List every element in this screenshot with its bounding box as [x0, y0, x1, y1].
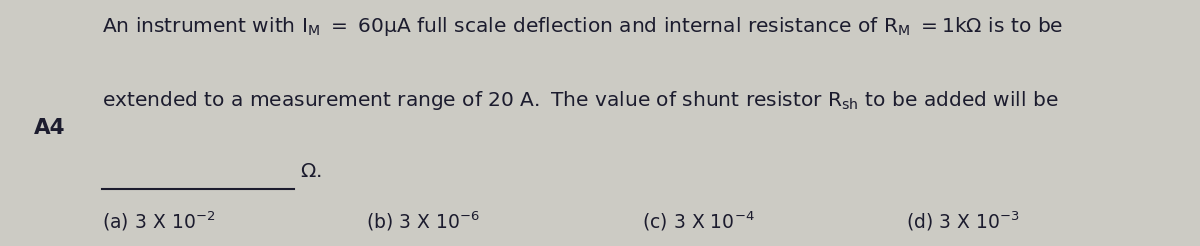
Text: $\mathrm{(b)\ 3\ X\ 10^{-6}}$: $\mathrm{(b)\ 3\ X\ 10^{-6}}$ — [366, 210, 480, 233]
Text: $\mathrm{An\ instrument\ with\ I_{M}}$ $\mathrm{=\ 60\mu A\ full\ scale\ deflect: $\mathrm{An\ instrument\ with\ I_{M}}$ $… — [102, 15, 1063, 38]
Text: $\mathrm{\Omega.}$: $\mathrm{\Omega.}$ — [300, 162, 322, 181]
Text: $\mathrm{(c)\ 3\ X\ 10^{-4}}$: $\mathrm{(c)\ 3\ X\ 10^{-4}}$ — [642, 210, 755, 233]
Text: A4: A4 — [34, 118, 65, 138]
Text: $\mathrm{(d)\ 3\ X\ 10^{-3}}$: $\mathrm{(d)\ 3\ X\ 10^{-3}}$ — [906, 210, 1020, 233]
Text: $\mathrm{extended\ to\ a\ measurement\ range\ of\ 20\ A.\ The\ value\ of\ shunt\: $\mathrm{extended\ to\ a\ measurement\ r… — [102, 89, 1058, 112]
Text: $\mathrm{(a)\ 3\ X\ 10^{-2}}$: $\mathrm{(a)\ 3\ X\ 10^{-2}}$ — [102, 210, 215, 233]
